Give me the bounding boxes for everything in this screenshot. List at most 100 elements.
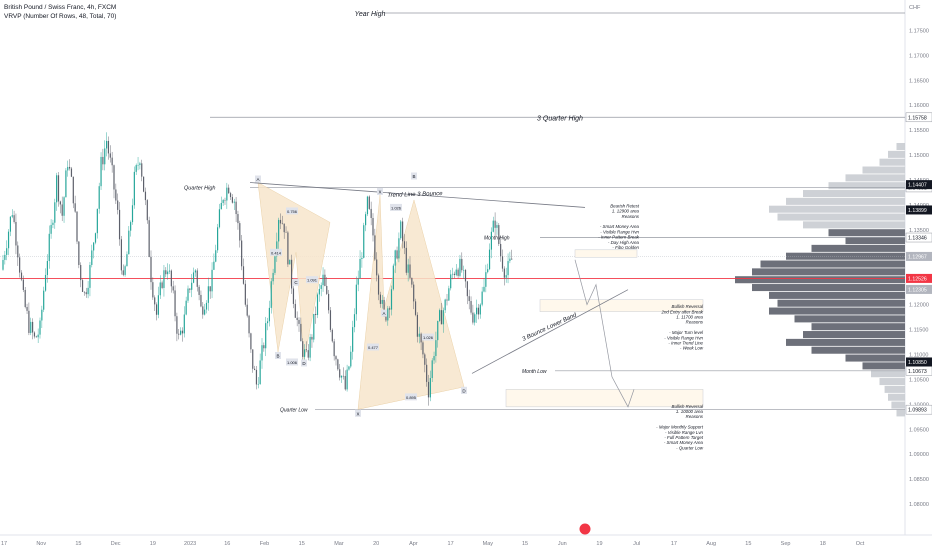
candle-body: [24, 289, 26, 308]
x-tick-label: 15: [522, 541, 528, 547]
candle-body: [46, 261, 48, 275]
level-label: Quarter Low: [280, 408, 308, 414]
level-label: Month Low: [522, 369, 547, 375]
y-tick-label: 1.09000: [909, 452, 929, 458]
volume-profile-row: [828, 182, 905, 190]
indicator-legend[interactable]: VRVP (Number Of Rows, 48, Total, 70): [4, 13, 117, 20]
fib-ratio-box: [390, 203, 402, 211]
candle-body: [65, 170, 67, 198]
pattern-point-box: [461, 386, 467, 394]
annotation-text: - Major Monthly Support: [656, 425, 704, 430]
candle-body: [252, 349, 254, 369]
price-tag-text: 1.14407: [908, 183, 927, 189]
candle-body: [33, 332, 36, 337]
candle-body: [444, 299, 446, 311]
x-tick-label: Jun: [558, 541, 567, 547]
candle-body: [248, 315, 250, 334]
candle-body: [165, 270, 167, 275]
candle-body: [146, 200, 148, 221]
candle-body: [492, 220, 494, 232]
y-tick-label: 1.13500: [909, 228, 929, 234]
fib-ratio-label: 1.026: [423, 335, 434, 340]
candle-body: [476, 307, 478, 315]
candle-body: [488, 249, 491, 270]
volume-profile-row: [760, 260, 905, 268]
x-tick-label: 18: [820, 541, 826, 547]
candle-body: [128, 230, 130, 255]
x-tick-label: Feb: [260, 541, 269, 547]
candle-body: [394, 250, 396, 266]
candle-body: [228, 187, 230, 194]
candle-body: [374, 235, 376, 260]
pattern-point-label: C: [294, 280, 298, 285]
x-tick-label: Apr: [409, 541, 418, 547]
candle-body: [342, 375, 344, 377]
candle-body: [32, 321, 34, 333]
candle-body: [318, 288, 320, 295]
candle-body: [56, 175, 58, 203]
candle-body: [503, 268, 505, 278]
candle-body: [224, 200, 226, 201]
candle-body: [39, 320, 41, 335]
candle-body: [326, 285, 328, 294]
candle-body: [468, 296, 470, 302]
candle-body: [229, 193, 232, 198]
candle-body: [283, 223, 285, 233]
candle-body: [72, 176, 74, 204]
candle-body: [359, 258, 361, 279]
zone-bullish-2nd-entry: [539, 299, 704, 312]
volume-profile-row: [794, 315, 905, 323]
pattern-point-label: A: [256, 177, 259, 182]
candle-body: [509, 258, 511, 262]
annotation-text: - Visible Range Hvn: [600, 229, 639, 234]
candle-body: [43, 290, 45, 310]
candle-body: [204, 309, 206, 315]
annotation-text: Reasons: [686, 414, 704, 419]
candle-body: [266, 321, 269, 324]
pattern-point-box: [355, 409, 361, 417]
candle-body: [257, 384, 259, 385]
level-price-text: 1.15758: [908, 115, 927, 121]
candle-body: [379, 294, 381, 304]
candle-body: [11, 215, 13, 217]
pattern-point-label: D: [462, 388, 466, 393]
level-price-text: 1.09893: [908, 408, 927, 414]
candle-body: [474, 314, 476, 323]
candle-body: [26, 307, 28, 311]
candle-body: [211, 269, 213, 292]
price-tag-text: 1.10850: [908, 360, 927, 366]
candle-body: [431, 360, 433, 379]
candle-body: [107, 140, 110, 154]
candle-body: [292, 288, 295, 304]
candle-body: [511, 258, 513, 260]
pattern-point-box: [301, 359, 307, 367]
candle-body: [302, 341, 304, 357]
annotation-text: Bullish Reversal: [672, 404, 705, 409]
fib-ratio-box: [405, 393, 417, 401]
annotation-text: - Fibo Golden: [612, 245, 639, 250]
candle-body: [191, 282, 193, 290]
candle-body: [322, 274, 324, 286]
candle-body: [278, 219, 280, 242]
level-label: 3 Quarter High: [537, 115, 583, 122]
x-tick-label: May: [483, 541, 494, 547]
symbol-title[interactable]: British Pound / Swiss Franc, 4h, FXCM: [4, 4, 117, 11]
price-tag: [906, 273, 932, 283]
candle-body: [340, 375, 343, 378]
candle-body: [52, 222, 54, 225]
candle-body: [80, 264, 82, 281]
x-tick-label: 16: [224, 541, 230, 547]
level-price-text: 1.10673: [908, 369, 927, 375]
candle-body: [403, 241, 406, 248]
candle-body: [6, 248, 8, 255]
annotation-text: 1. 11700 area: [676, 315, 703, 320]
trend-line-label: Trend Line 3 Bounce: [387, 191, 443, 199]
candle-body: [189, 288, 191, 290]
candle-body: [89, 264, 91, 288]
candle-body: [361, 257, 363, 259]
candle-body: [15, 222, 17, 246]
volume-profile-row: [828, 229, 905, 237]
volume-profile-row: [786, 338, 905, 346]
